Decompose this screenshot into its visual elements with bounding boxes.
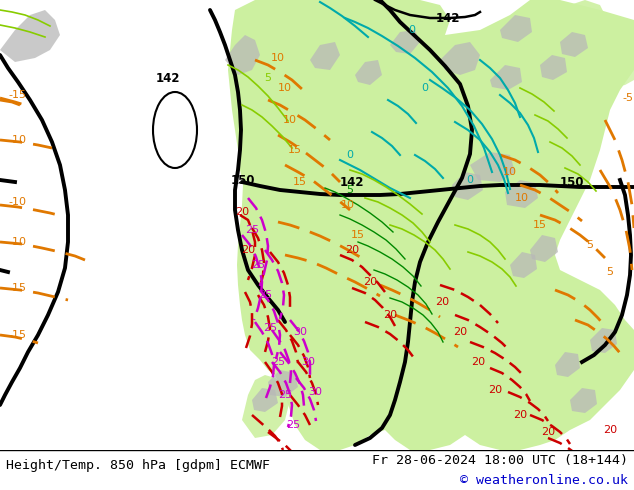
Text: 30: 30 — [293, 327, 307, 337]
Polygon shape — [555, 352, 580, 377]
Text: 25: 25 — [263, 323, 277, 333]
Text: 10: 10 — [515, 193, 529, 203]
Text: 0: 0 — [422, 83, 429, 93]
Polygon shape — [440, 42, 480, 75]
Text: 5: 5 — [264, 73, 271, 83]
Text: 10: 10 — [271, 53, 285, 63]
Text: 142: 142 — [340, 175, 365, 189]
Text: 25: 25 — [245, 225, 259, 235]
Text: 20: 20 — [435, 297, 449, 307]
Text: 20: 20 — [363, 277, 377, 287]
Text: 20: 20 — [488, 385, 502, 395]
Polygon shape — [490, 65, 522, 90]
Text: -10: -10 — [8, 135, 26, 145]
Polygon shape — [310, 42, 340, 70]
Text: 0: 0 — [408, 25, 415, 35]
Text: 25: 25 — [258, 290, 272, 300]
Text: -15: -15 — [8, 90, 26, 100]
Text: 10: 10 — [503, 167, 517, 177]
Polygon shape — [530, 235, 558, 262]
Polygon shape — [225, 35, 260, 75]
Text: Fr 28-06-2024 18:00 UTC (18+144): Fr 28-06-2024 18:00 UTC (18+144) — [372, 454, 628, 466]
Text: -15: -15 — [8, 330, 26, 340]
Polygon shape — [505, 180, 538, 208]
Text: © weatheronline.co.uk: © weatheronline.co.uk — [460, 473, 628, 487]
Text: 15: 15 — [351, 230, 365, 240]
Text: 30: 30 — [308, 387, 322, 397]
Polygon shape — [500, 15, 532, 42]
Text: 25: 25 — [278, 390, 292, 400]
Text: 20: 20 — [235, 207, 249, 217]
Text: 20: 20 — [513, 410, 527, 420]
Polygon shape — [355, 60, 382, 85]
Text: 150: 150 — [560, 175, 585, 189]
Text: 20: 20 — [453, 327, 467, 337]
Text: 25: 25 — [251, 260, 265, 270]
Text: 5: 5 — [347, 185, 354, 195]
Text: 150: 150 — [231, 173, 256, 187]
Polygon shape — [540, 55, 567, 80]
Text: 5: 5 — [586, 240, 593, 250]
Text: 20: 20 — [383, 310, 397, 320]
Text: 0: 0 — [467, 175, 474, 185]
Text: 25: 25 — [271, 357, 285, 367]
Polygon shape — [228, 0, 634, 450]
Text: -10: -10 — [8, 197, 26, 207]
Text: 5: 5 — [607, 267, 614, 277]
Text: 15: 15 — [288, 145, 302, 155]
Polygon shape — [560, 0, 605, 28]
Text: 15: 15 — [533, 220, 547, 230]
Polygon shape — [510, 252, 537, 278]
Text: 10: 10 — [283, 115, 297, 125]
Polygon shape — [252, 388, 278, 412]
Text: 25: 25 — [286, 420, 300, 430]
Text: -15: -15 — [8, 283, 26, 293]
Text: 15: 15 — [293, 177, 307, 187]
Text: -10: -10 — [8, 237, 26, 247]
Text: 20: 20 — [471, 357, 485, 367]
Text: 142: 142 — [156, 72, 180, 84]
Text: 20: 20 — [241, 245, 255, 255]
Text: 20: 20 — [345, 245, 359, 255]
Text: 0: 0 — [347, 150, 354, 160]
Text: 142: 142 — [436, 11, 460, 24]
Text: 30: 30 — [301, 357, 315, 367]
Polygon shape — [242, 375, 290, 438]
Text: Height/Temp. 850 hPa [gdpm] ECMWF: Height/Temp. 850 hPa [gdpm] ECMWF — [6, 459, 270, 472]
Text: -5: -5 — [623, 93, 633, 103]
Text: 10: 10 — [278, 83, 292, 93]
Polygon shape — [560, 32, 588, 57]
Text: 20: 20 — [603, 425, 617, 435]
Polygon shape — [570, 388, 597, 413]
Polygon shape — [0, 10, 60, 62]
Polygon shape — [590, 328, 617, 353]
Polygon shape — [452, 172, 483, 200]
Text: 10: 10 — [341, 200, 355, 210]
Polygon shape — [470, 152, 515, 182]
Polygon shape — [580, 30, 634, 88]
Text: 20: 20 — [541, 427, 555, 437]
Polygon shape — [268, 370, 298, 397]
Polygon shape — [390, 30, 420, 54]
